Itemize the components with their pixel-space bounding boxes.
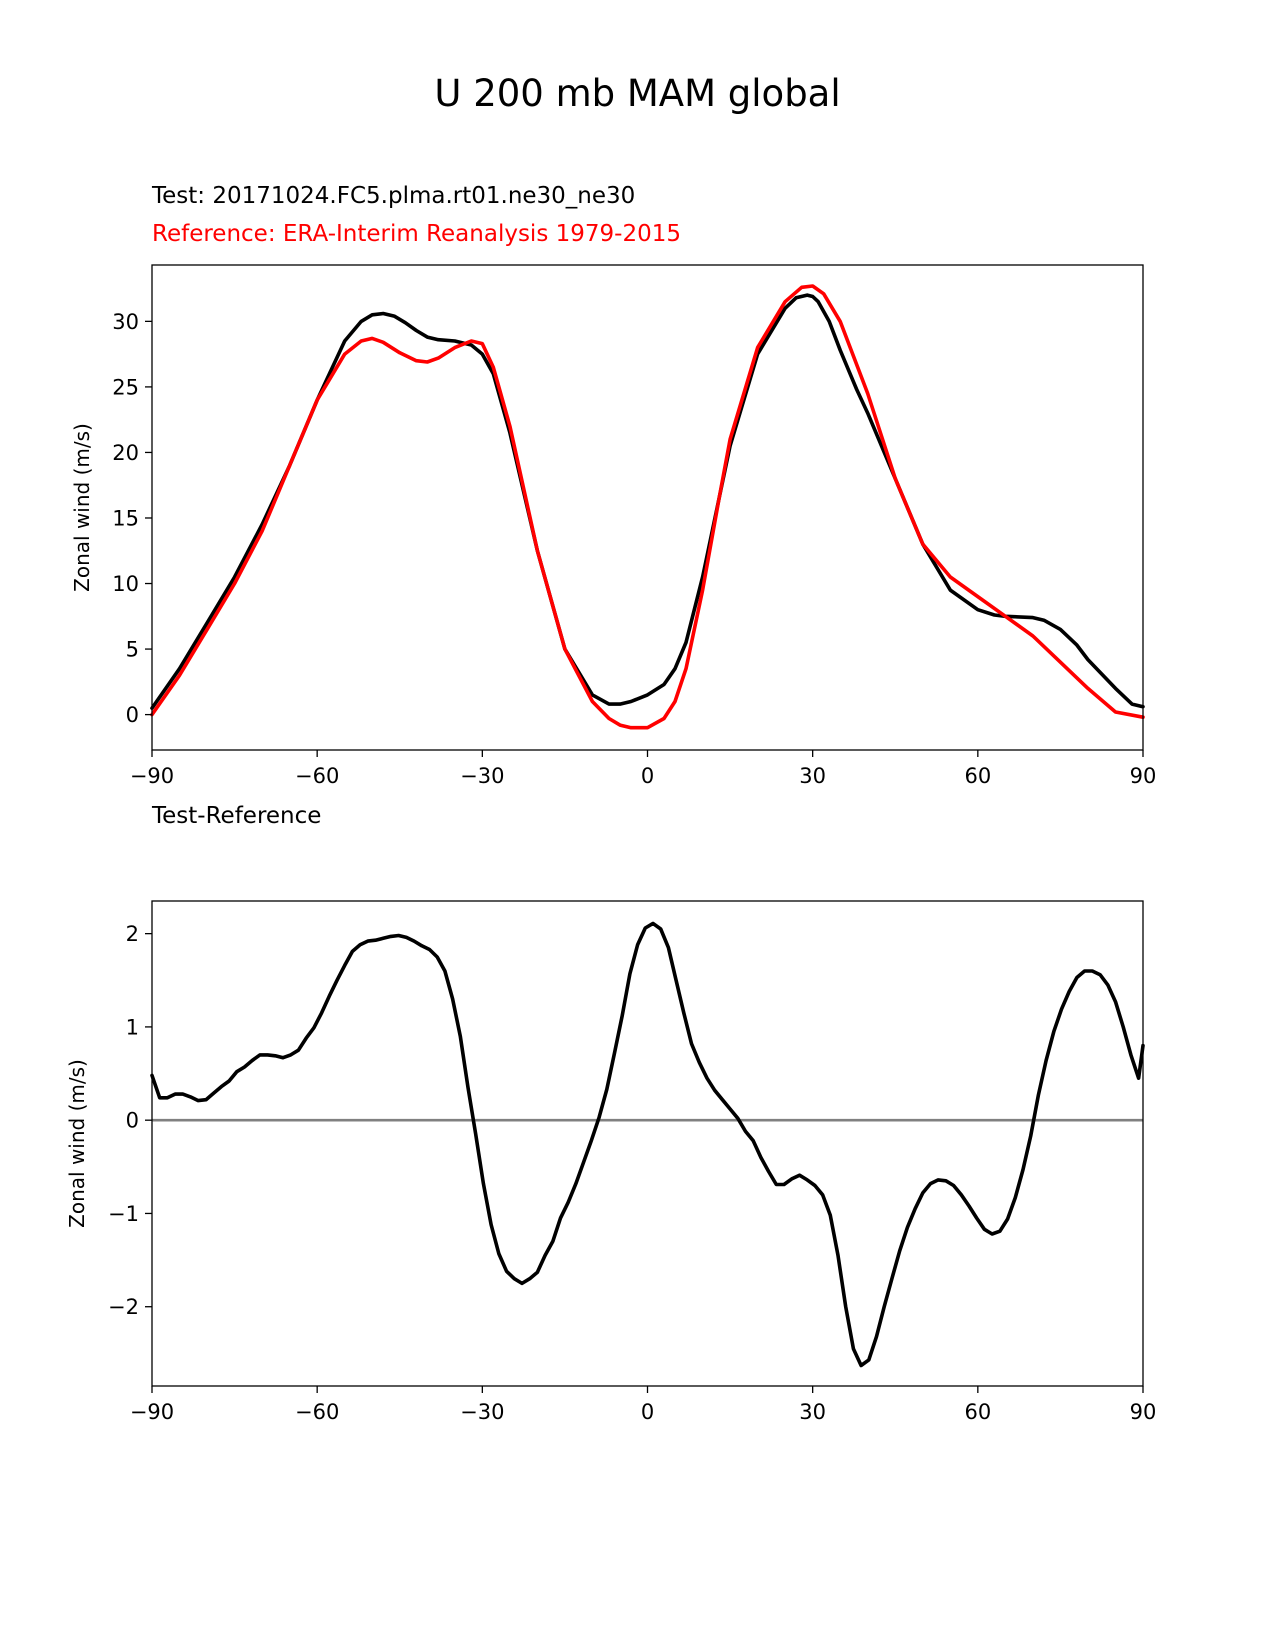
y-tick-label: 0 <box>126 703 139 727</box>
y-axis-label: Zonal wind (m/s) <box>70 423 94 592</box>
x-tick-label: 0 <box>641 1400 654 1424</box>
difference-line <box>150 921 1145 1368</box>
x-tick-label: 0 <box>641 764 654 788</box>
reference-line <box>150 284 1145 730</box>
y-tick-label: 5 <box>126 638 139 662</box>
test-title: Test: 20171024.FC5.plma.rt01.ne30_ne30 <box>152 183 636 209</box>
plot-frame <box>151 900 1144 1387</box>
y-tick-label: −1 <box>108 1202 139 1226</box>
x-tick-label: −30 <box>460 1400 504 1424</box>
plot-frame <box>151 264 1144 751</box>
test-line <box>150 293 1145 710</box>
reference-title: Reference: ERA-Interim Reanalysis 1979-2… <box>152 221 681 247</box>
y-tick-label: −2 <box>108 1295 139 1319</box>
x-tick-label: 30 <box>799 764 826 788</box>
y-tick-label: 30 <box>112 310 139 334</box>
x-tick-label: −30 <box>460 764 504 788</box>
y-tick-label: 25 <box>112 375 139 399</box>
x-tick-label: −90 <box>130 764 174 788</box>
x-tick-label: −90 <box>130 1400 174 1424</box>
y-tick-label: 2 <box>126 922 139 946</box>
x-tick-label: 90 <box>1130 1400 1157 1424</box>
x-tick-label: −60 <box>295 1400 339 1424</box>
figure-title: U 200 mb MAM global <box>434 72 841 115</box>
y-tick-label: 20 <box>112 441 139 465</box>
y-tick-label: 15 <box>112 506 139 530</box>
top-panel: −90 −60 −30 0 30 60 90 0 5 10 15 20 25 30 Zonal wind (… <box>70 264 1157 788</box>
x-tick-label: 60 <box>964 1400 991 1424</box>
x-tick-label: −60 <box>295 764 339 788</box>
y-axis-label: Zonal wind (m/s) <box>65 1059 89 1228</box>
x-tick-label: 30 <box>799 1400 826 1424</box>
diff-panel: −90 −60 −30 0 30 60 90 −2 −1 0 1 2 Zonal wind (m/s) <box>65 900 1157 1424</box>
y-tick-label: 10 <box>112 572 139 596</box>
x-tick-label: 60 <box>964 764 991 788</box>
y-tick-label: 0 <box>126 1109 139 1133</box>
x-tick-label: 90 <box>1130 764 1157 788</box>
diff-title: Test-Reference <box>152 803 322 829</box>
y-tick-label: 1 <box>126 1015 139 1039</box>
